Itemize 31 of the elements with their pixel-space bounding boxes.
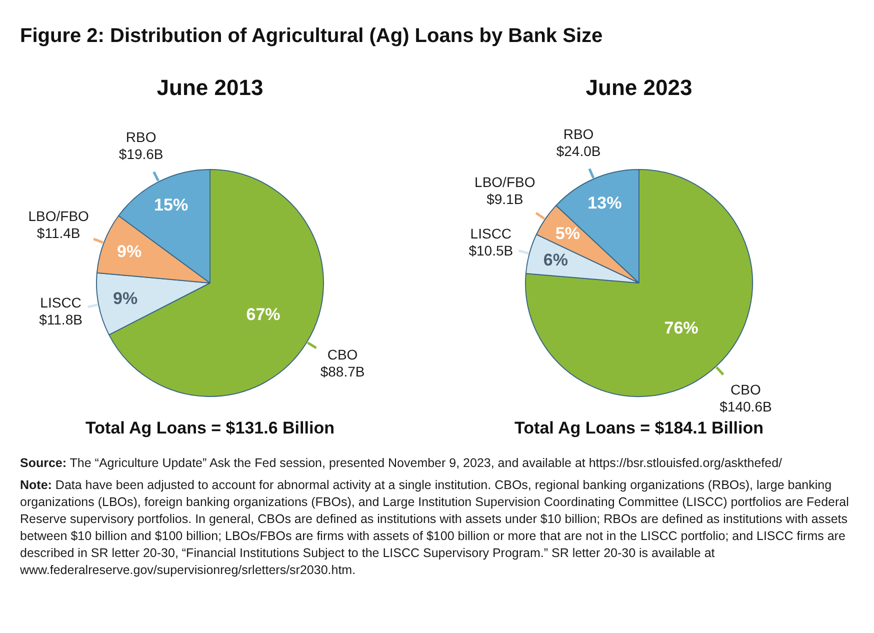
slice-label: LISCC xyxy=(470,226,512,242)
slice-label: LISCC xyxy=(40,294,82,310)
data-label: $11.4B xyxy=(36,225,80,242)
slice-label: LBO/FBO xyxy=(474,174,536,190)
text: 15% xyxy=(154,196,188,215)
slice-label: RBO xyxy=(563,126,594,142)
data-label: $10.5B xyxy=(468,242,514,259)
data-label: $88.7B xyxy=(320,363,365,380)
data-label: $24.0B xyxy=(556,142,601,159)
text: Total Ag Loans = $184.1 Billion xyxy=(514,418,764,438)
text: 5% xyxy=(555,224,580,244)
chart-title: June 2013 xyxy=(156,75,264,100)
text: Note: Data have been adjusted to account for abnormal activity at a single institution. CBOs, regional banking organizations (RBOs), large banking organizations (LBOs), foreign banking organizations (FBOs), and Large Institution Supervision Coordinating Committee (LISCC) portfolios are Federal Reserve supervisory portfolios. In general, CBOs are defined as institutions with assets under $10 billion; RBOs are defined as institutions with assets between $10 billion and $100 billion; LBOs/FBOs are firms with assets of $100 billion or more that are not in the LISCC portfolio; and LISCC firms are described in SR letter 20-30, “Financial Institutions Subject to the LISCC Supervisory Program.” SR letter 20-30 is available at www.federalreserve.gov/supervisionreg/srletters/sr2030.htm. xyxy=(20,478,849,577)
text: 6% xyxy=(543,250,568,270)
text: Figure 2: Distribution of Agricultural (Ag) Loans by Bank Size xyxy=(20,24,604,49)
slice-label: CBO xyxy=(730,381,762,398)
text: 13% xyxy=(588,194,622,213)
source-note: Source: The “Agriculture Update” Ask the Fed session, presented November 9, 2023, and available at https://bsr.stlouisfed.org/askthefed/ xyxy=(20,456,782,470)
data-label: $9.1B xyxy=(486,191,524,208)
slice-label: CBO xyxy=(327,346,358,362)
data-label: $19.6B xyxy=(118,146,164,162)
text: 76% xyxy=(664,318,698,338)
chart-title: June 2023 xyxy=(586,75,692,100)
text: Total Ag Loans = $131.6 Billion xyxy=(86,418,334,438)
slice-label: LBO/FBO xyxy=(28,208,90,224)
data-label: $11.8B xyxy=(39,311,82,328)
text: 67% xyxy=(246,305,280,324)
data-label: $140.6B xyxy=(720,398,772,414)
slice-label: RBO xyxy=(126,129,156,146)
text: 9% xyxy=(113,289,138,308)
text: 9% xyxy=(117,242,142,262)
